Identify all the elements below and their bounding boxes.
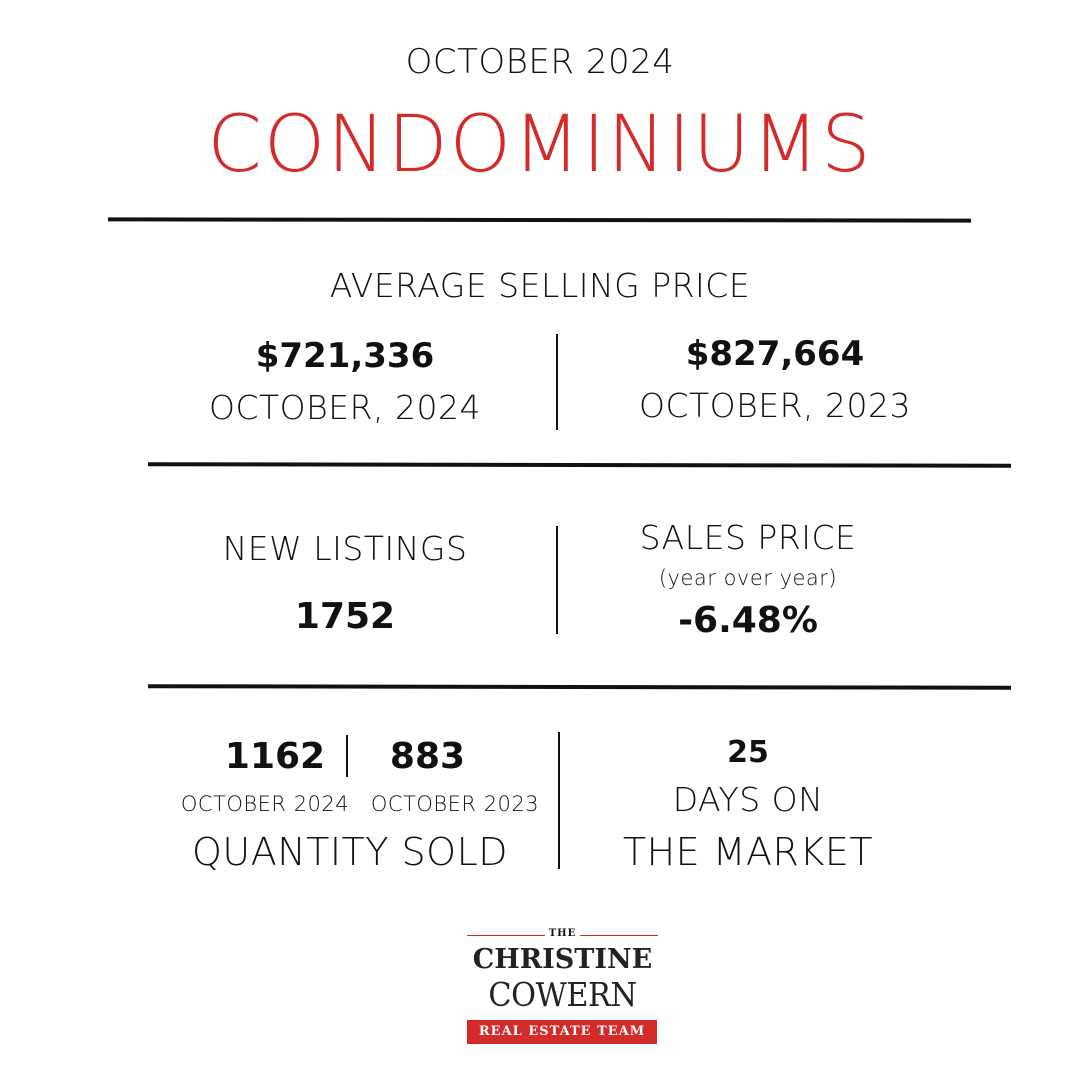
section-divider [147, 684, 1012, 690]
month-year-label: OCTOBER 2024 [405, 42, 675, 82]
quantity-sold-previous-value: 883 [389, 736, 466, 777]
days-on-market-label-line1: DAYS ON [672, 780, 824, 819]
days-on-market-label-line2: THE MARKET [622, 830, 874, 874]
page-title: CONDOMINIUMS [207, 100, 873, 190]
asp-current-value: $721,336 [255, 336, 435, 376]
logo-rule-left [467, 935, 545, 936]
quantity-sold-current-value: 1162 [224, 736, 326, 777]
new-listings-heading: NEW LISTINGS [222, 529, 468, 568]
logo-name-line2: COWERN [488, 975, 637, 1014]
section-divider [147, 462, 1012, 468]
quantity-sold-current-label: OCTOBER 2024 [180, 792, 350, 816]
new-listings-value: 1752 [294, 596, 396, 637]
column-divider [556, 526, 558, 634]
sales-price-heading: SALES PRICE [639, 518, 857, 557]
logo-rule-right [580, 935, 658, 936]
quantity-sold-previous-label: OCTOBER 2023 [370, 792, 540, 816]
column-divider [558, 732, 560, 869]
column-divider [556, 334, 558, 430]
asp-previous-label: OCTOBER, 2023 [639, 386, 911, 425]
logo-name-line1: CHRISTINE [472, 944, 653, 975]
sales-price-subheading: (year over year) [658, 566, 838, 590]
logo-banner: REAL ESTATE TEAM [467, 1020, 657, 1044]
days-on-market-value: 25 [727, 735, 769, 770]
section-divider [107, 217, 972, 223]
brand-logo: THE CHRISTINE COWERN REAL ESTATE TEAM [465, 928, 660, 1046]
quantity-separator [346, 735, 348, 777]
average-selling-price-heading: AVERAGE SELLING PRICE [329, 266, 751, 305]
asp-current-label: OCTOBER, 2024 [209, 388, 481, 427]
sales-price-change-value: -6.48% [678, 600, 818, 641]
logo-the-row: THE [465, 928, 660, 942]
asp-previous-value: $827,664 [685, 334, 865, 374]
quantity-sold-heading: QUANTITY SOLD [191, 830, 509, 874]
logo-the-text: THE [548, 928, 577, 939]
